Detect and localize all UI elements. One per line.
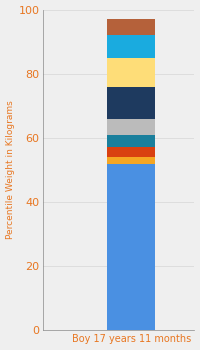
Bar	[107, 58, 155, 86]
Bar	[107, 86, 155, 119]
Bar	[107, 163, 155, 330]
Bar	[107, 147, 155, 157]
Bar	[107, 19, 155, 35]
Bar	[107, 119, 155, 135]
Bar	[107, 135, 155, 147]
Bar	[107, 35, 155, 58]
Y-axis label: Percentile Weight in Kilograms: Percentile Weight in Kilograms	[6, 100, 15, 239]
Bar	[107, 157, 155, 163]
